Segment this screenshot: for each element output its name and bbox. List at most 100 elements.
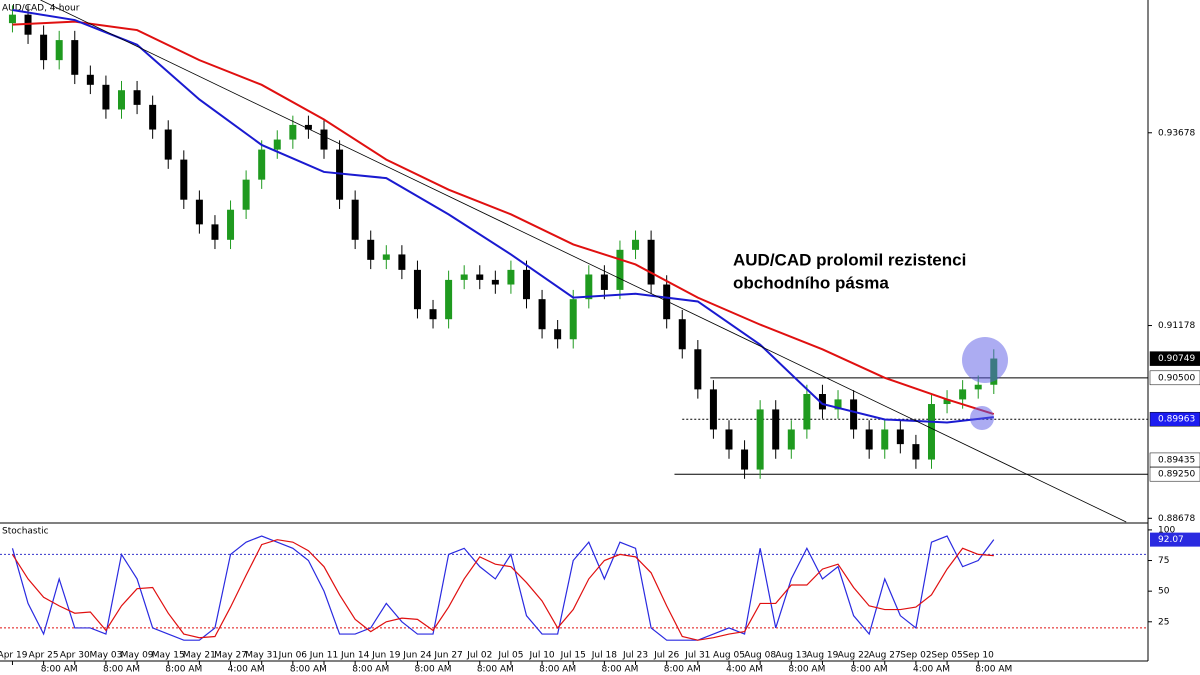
candle-body [476,274,484,280]
y-tick-label: 0.91178 [1158,321,1195,331]
candle-body [445,279,453,320]
x-tick-label: Sep 02 [900,651,931,661]
x-tick-label: Jun 06 [278,651,308,661]
indicator-line [12,9,994,424]
candle-body [600,274,608,290]
x-time-label: 8:00 AM [539,665,576,675]
x-time-label: 4:00 AM [228,665,265,675]
x-tick-label: Jun 19 [371,651,401,661]
y-tick-label: 25 [1158,617,1169,627]
candle-body [896,429,904,445]
y-tick-label: 100 [1158,525,1175,535]
candle-body [133,90,141,105]
value-label: 92.07 [1158,535,1184,545]
candle-body [818,394,826,410]
x-time-label: 8:00 AM [165,665,202,675]
x-tick-label: Jul 18 [591,651,617,661]
x-tick-label: May 03 [89,651,122,661]
candle-body [149,104,157,130]
x-tick-label: Jul 23 [622,651,648,661]
candle-body [569,299,577,340]
candle-body [585,274,593,300]
candle-body [351,199,359,240]
candle-body [413,269,421,310]
x-time-label: 8:00 AM [601,665,638,675]
x-tick-label: Aug 05 [713,651,745,661]
panel-title: Stochastic [2,527,49,537]
x-time-label: 4:00 AM [913,665,950,675]
candle-body [55,40,63,61]
x-tick-label: Aug 22 [838,651,870,661]
candle-body [289,124,297,140]
candle-body [741,449,749,470]
candle-body [40,34,48,61]
annotation: obchodního pásma [733,273,889,292]
candle-body [647,239,655,285]
price-label-box [1149,370,1200,386]
price-label-box [1149,411,1200,427]
x-time-label: 8:00 AM [477,665,514,675]
candle-body [460,274,468,280]
price-label-box [1149,351,1200,366]
candle-body [382,254,390,260]
candle-body [912,444,920,460]
x-tick-label: Aug 13 [775,651,807,661]
y-tick-label: 75 [1158,556,1169,566]
x-time-label: 8:00 AM [290,665,327,675]
candle-body [336,149,344,200]
highlight [962,337,1008,383]
x-time-label: 8:00 AM [975,665,1012,675]
candle-body [772,409,780,450]
price-label: 0.90500 [1158,373,1195,383]
indicator-line [12,20,995,416]
candle-body [538,299,546,330]
x-tick-label: Jul 26 [653,651,679,661]
x-tick-label: May 31 [245,651,278,661]
candle-body [709,389,717,430]
candle-body [320,129,328,150]
candle-body [429,309,437,320]
x-tick-label: Apr 30 [60,651,90,661]
x-tick-label: Jul 15 [560,651,586,661]
candle-body [787,429,795,450]
candle-body [663,284,671,320]
x-tick-label: Jun 27 [433,651,462,661]
x-tick-label: Aug 27 [869,651,901,661]
x-time-label: 8:00 AM [664,665,701,675]
candle-body [803,394,811,430]
candle-body [304,124,312,130]
candle-body [242,179,250,210]
price-label: 0.89250 [1158,470,1195,480]
x-tick-label: Jun 14 [340,651,370,661]
x-tick-label: May 09 [121,651,154,661]
candle-body [756,409,764,470]
x-time-label: 8:00 AM [788,665,825,675]
candle-body [632,239,640,250]
candle-body [211,224,219,240]
candle-body [834,399,842,410]
x-time-label: 8:00 AM [415,665,452,675]
candle-body [491,279,499,285]
price-label-box [1149,466,1200,482]
candle-body [164,129,172,160]
highlight [970,406,994,430]
x-tick-label: Aug 08 [744,651,776,661]
x-time-label: 8:00 AM [41,665,78,675]
y-tick-label: 0.88678 [1158,514,1195,524]
candle-body [227,209,235,240]
price-label: 0.89963 [1158,415,1195,425]
x-tick-label: Sep 05 [931,651,962,661]
x-tick-label: Jul 10 [528,651,554,661]
candle-body [102,84,110,110]
candle-body [881,429,889,450]
x-tick-label: Jul 05 [497,651,523,661]
y-tick-label: 0.93678 [1158,128,1195,138]
candle-body [850,399,858,430]
x-tick-label: Sep 10 [963,651,995,661]
candle-body [974,384,982,390]
stochastic-line [11,539,994,641]
candle-body [398,254,406,270]
x-tick-label: Apr 25 [29,651,59,661]
price-label: 0.89435 [1158,455,1195,465]
